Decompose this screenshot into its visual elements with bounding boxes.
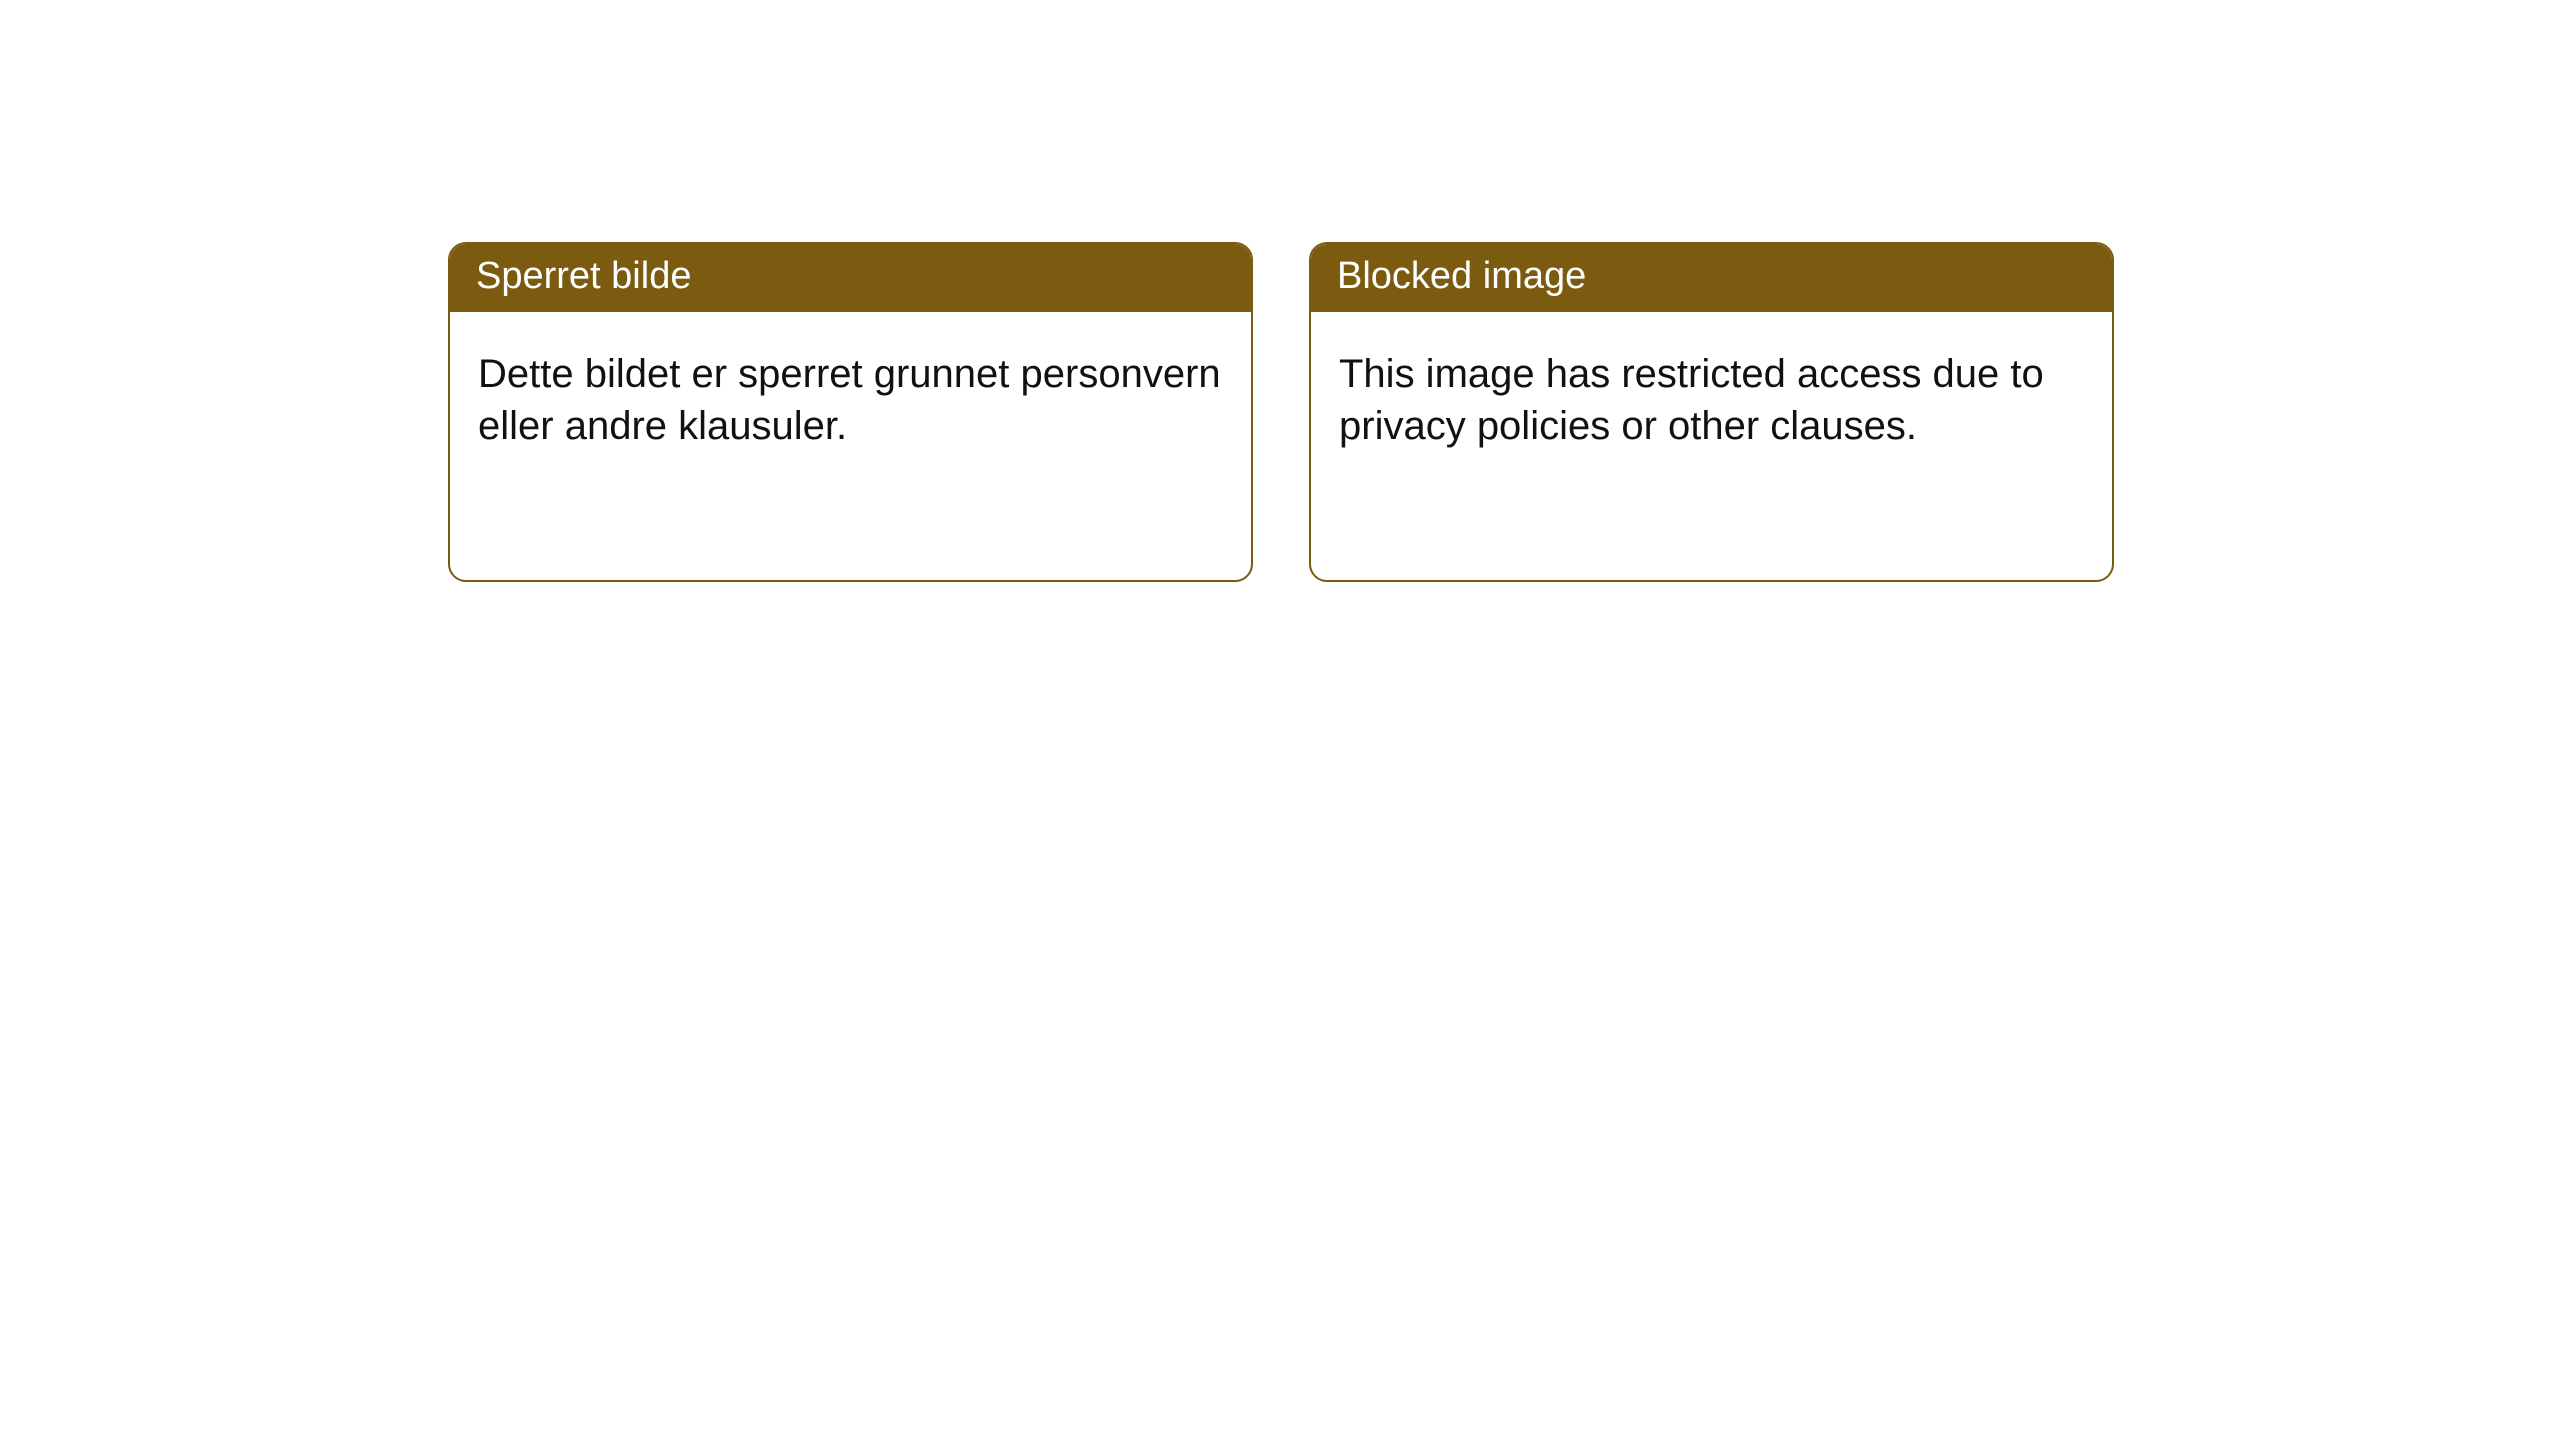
blocked-image-notices: Sperret bilde Dette bildet er sperret gr…	[448, 242, 2114, 582]
notice-title-norwegian: Sperret bilde	[450, 244, 1251, 312]
notice-card-norwegian: Sperret bilde Dette bildet er sperret gr…	[448, 242, 1253, 582]
notice-body-norwegian: Dette bildet er sperret grunnet personve…	[450, 312, 1251, 482]
notice-body-english: This image has restricted access due to …	[1311, 312, 2112, 482]
notice-card-english: Blocked image This image has restricted …	[1309, 242, 2114, 582]
notice-title-english: Blocked image	[1311, 244, 2112, 312]
